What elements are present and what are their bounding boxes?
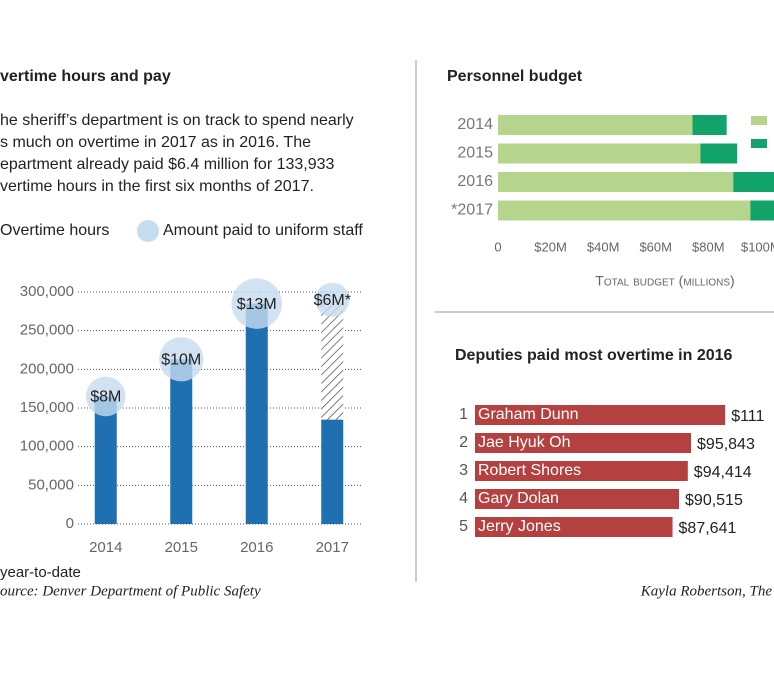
bar	[321, 419, 344, 524]
rank: 5	[459, 518, 468, 535]
x-tick-label: $60M	[639, 239, 672, 254]
y-tick-label: 2015	[457, 145, 493, 162]
description: vertime hours in the first six months of…	[0, 178, 314, 195]
data-label: $95,843	[697, 436, 755, 453]
bar-segment	[498, 200, 751, 221]
y-tick-label: 150,000	[20, 399, 74, 416]
data-label: $6M*	[314, 292, 351, 309]
legend-swatch	[751, 116, 767, 125]
y-tick-label: 50,000	[28, 476, 74, 493]
bar-label: Jae Hyuk Oh	[478, 434, 570, 451]
credit: Kayla Robertson, The	[640, 583, 773, 599]
data-label: $13M	[237, 296, 277, 313]
x-tick-label: 2017	[316, 539, 349, 556]
bubble	[85, 376, 126, 417]
rank: 2	[459, 434, 468, 451]
y-tick-label: *2017	[451, 202, 493, 219]
bar-label: Graham Dunn	[478, 406, 579, 423]
projected-bar	[321, 299, 344, 420]
data-label: $90,515	[685, 492, 743, 509]
legend-label: Overtime hours	[0, 222, 109, 239]
footnote: year-to-date	[0, 564, 81, 581]
bar-segment	[733, 172, 774, 192]
x-tick-label: 2015	[165, 539, 198, 556]
bar-segment	[750, 200, 774, 221]
legend-swatch	[751, 139, 767, 148]
bar	[94, 396, 117, 524]
y-tick-label: 200,000	[20, 360, 74, 377]
bar-segment	[700, 143, 738, 164]
y-tick-label: 2014	[457, 116, 493, 133]
y-tick-label: 300,000	[20, 283, 74, 300]
y-tick-label: 100,000	[20, 438, 74, 455]
bubble	[315, 282, 350, 317]
x-tick-label: $80M	[692, 239, 725, 254]
bar	[475, 517, 673, 537]
bar	[475, 405, 726, 425]
x-tick-label: 0	[494, 239, 501, 254]
data-label: $111	[731, 408, 764, 425]
bar-segment	[498, 143, 701, 164]
y-tick-label: 2016	[457, 173, 493, 190]
bar	[475, 489, 680, 509]
chart-title: vertime hours and pay	[0, 68, 171, 85]
x-tick-label: $40M	[587, 239, 620, 254]
x-tick-label: 2014	[89, 539, 122, 556]
rank: 3	[459, 462, 468, 479]
bubble	[231, 278, 282, 329]
bar	[170, 359, 193, 524]
x-tick-label: $20M	[534, 239, 567, 254]
bubble	[159, 337, 204, 382]
description: epartment already paid $6.4 million for …	[0, 156, 335, 173]
x-tick-label: $100M	[741, 239, 774, 254]
data-label: $94,414	[694, 464, 752, 481]
y-tick-label: 250,000	[20, 322, 74, 339]
description: he sheriff’s department is on track to s…	[0, 112, 354, 129]
y-tick-label: 0	[66, 515, 74, 532]
chart-title: Personnel budget	[447, 68, 583, 85]
x-tick-label: 2016	[240, 539, 273, 556]
bar-segment	[498, 172, 734, 192]
rank: 1	[459, 406, 468, 423]
legend-label: Amount paid to uniform staff	[163, 222, 363, 239]
x-axis-label: Total budget (millions)	[595, 273, 734, 289]
data-label: $10M	[161, 351, 201, 368]
rank: 4	[459, 490, 468, 507]
bar	[475, 433, 692, 453]
bar-label: Robert Shores	[478, 462, 581, 479]
legend-swatch	[137, 220, 159, 242]
data-label: $87,641	[679, 520, 737, 537]
data-label: $8M	[90, 389, 121, 406]
bar-label: Jerry Jones	[478, 518, 561, 535]
description: s much on overtime in 2017 as in 2016. T…	[0, 134, 311, 151]
bar-segment	[498, 115, 693, 135]
bar	[475, 461, 688, 481]
bar-segment	[692, 115, 727, 135]
bar	[245, 303, 268, 524]
chart-title: Deputies paid most overtime in 2016	[455, 347, 733, 364]
bar-label: Gary Dolan	[478, 490, 559, 507]
source: ource: Denver Department of Public Safet…	[0, 583, 261, 599]
